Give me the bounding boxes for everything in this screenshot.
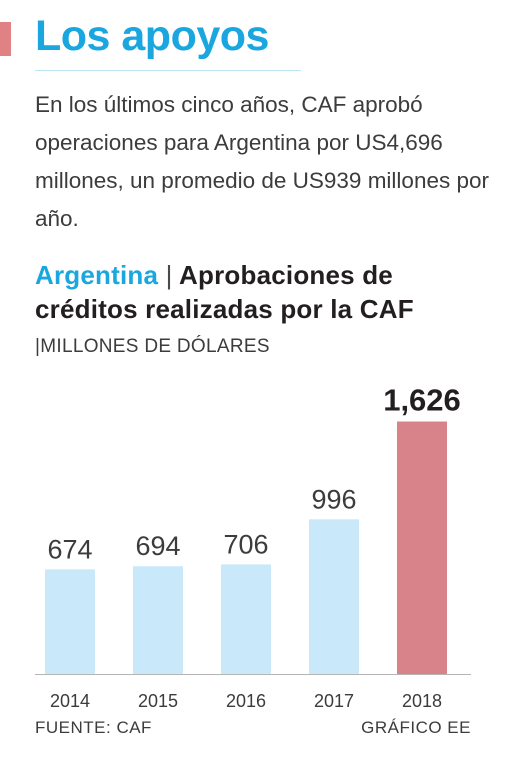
chart-title: Argentina | Aprobaciones de créditos rea… (35, 258, 497, 364)
data-label-2015: 694 (135, 531, 180, 561)
bar-chart: 674 2014 694 2015 706 2016 996 2017 1,626 2018 (35, 382, 471, 711)
x-tick-label-2014: 2014 (50, 691, 90, 711)
chart-footer: FUENTE: CAF GRÁFICO EE (35, 718, 471, 744)
x-tick-label-2016: 2016 (226, 691, 266, 711)
chart-title-text: Aprobaciones de créditos realizadas por … (35, 260, 414, 324)
page-title: Los apoyos (35, 12, 269, 60)
data-label-2016: 706 (223, 529, 268, 559)
chart-unit: MILLONES DE DÓLARES (40, 336, 270, 357)
graphic-credit: GRÁFICO EE (361, 718, 471, 737)
chart-unit-separator: | (35, 336, 41, 357)
bar-2018 (397, 421, 447, 674)
intro-paragraph: En los últimos cinco años, CAF aprobó op… (35, 92, 489, 231)
data-label-2014: 674 (47, 534, 92, 564)
bar-2016 (221, 564, 271, 674)
accent-bar (0, 22, 11, 56)
bar-2015 (133, 566, 183, 674)
x-tick-label-2015: 2015 (138, 691, 178, 711)
chart-title-separator: | (165, 260, 173, 290)
x-tick-label-2017: 2017 (314, 691, 354, 711)
data-label-2018: 1,626 (383, 382, 461, 417)
source-note: FUENTE: CAF (35, 718, 152, 737)
bar-2014 (45, 569, 95, 674)
data-label-2017: 996 (311, 484, 356, 514)
title-divider (35, 70, 301, 71)
x-tick-label-2018: 2018 (402, 691, 442, 711)
bar-2017 (309, 519, 359, 674)
chart-title-country: Argentina (35, 260, 159, 290)
